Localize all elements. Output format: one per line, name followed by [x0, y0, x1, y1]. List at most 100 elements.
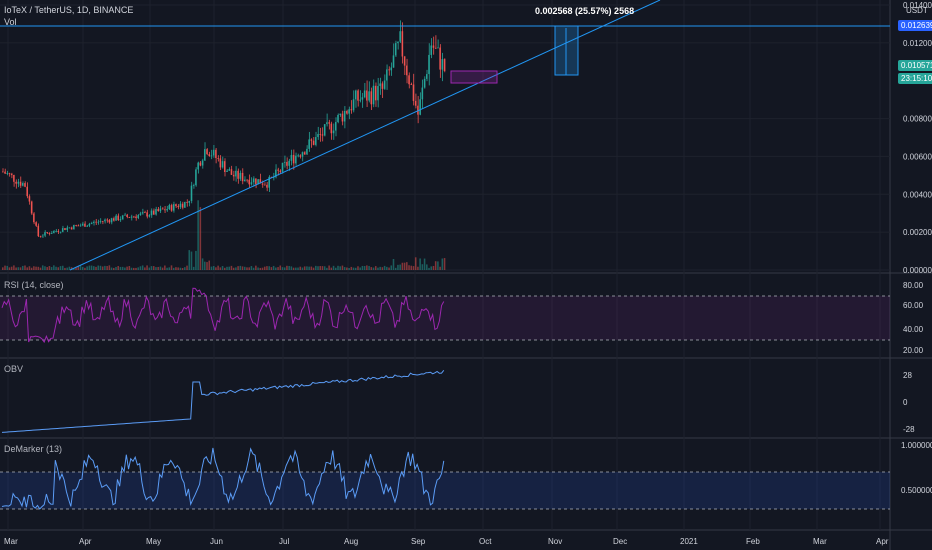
volume-bar	[121, 266, 124, 270]
candle-body	[423, 78, 426, 88]
candle-body	[126, 214, 128, 218]
pane-labels: RSI (14, close) OBV DeMarker (13)	[4, 280, 64, 454]
volume-bar	[44, 266, 46, 270]
candle-body	[306, 148, 308, 155]
volume-bar	[250, 266, 253, 270]
volume-bar	[172, 267, 175, 270]
time-axis[interactable]: Mar Apr May Jun Jul Aug Sep Oct Nov Dec 2021 Feb Mar…	[4, 537, 889, 546]
obv-line	[1, 369, 445, 433]
volume-bar	[406, 262, 408, 270]
candle-body	[48, 233, 51, 234]
time-label: Feb	[746, 537, 760, 546]
candle-body	[286, 161, 288, 166]
volume-bar	[228, 266, 230, 270]
time-label: Oct	[479, 537, 492, 546]
volume-bar	[17, 267, 20, 270]
volume-bar	[66, 267, 68, 270]
volume-bar	[37, 266, 40, 270]
demarker-line	[1, 447, 445, 510]
candle-body	[410, 84, 413, 86]
currency-label: USDT	[906, 6, 928, 15]
candle-body	[417, 105, 419, 115]
volume-bar	[268, 266, 270, 270]
obv-tick: -28	[903, 425, 915, 434]
candle-body	[397, 41, 399, 44]
volume-bar	[199, 207, 202, 270]
volume-bar	[124, 267, 126, 270]
candle-body	[101, 221, 104, 222]
volume-bar	[59, 266, 62, 270]
volume-bar	[13, 265, 15, 270]
volume-bar	[215, 267, 217, 270]
candle-body	[175, 204, 177, 207]
candle-body	[295, 155, 297, 164]
volume-bar	[381, 267, 384, 270]
volume-bar	[53, 265, 55, 270]
candle-body	[383, 80, 386, 89]
candle-body	[24, 183, 26, 187]
volume-bar	[272, 265, 275, 270]
volume-bar	[401, 262, 404, 270]
candle-body	[212, 149, 215, 156]
candle-body	[363, 90, 366, 98]
candle-body	[30, 201, 33, 214]
candle-body	[372, 85, 375, 105]
candle-body	[357, 90, 359, 101]
candle-body	[386, 69, 388, 81]
candle-body	[263, 184, 266, 186]
candle-body	[421, 87, 424, 100]
volume-bar	[377, 267, 379, 270]
candle-body	[8, 173, 11, 175]
rsi-tick: 40.00	[903, 325, 924, 334]
volume-bar	[135, 267, 137, 270]
candle-body	[430, 45, 433, 55]
volume-bars	[2, 200, 446, 270]
volume-bar	[363, 266, 366, 270]
volume-bar	[201, 258, 204, 270]
candle-body	[44, 232, 46, 236]
hline-price-badge: 0.012639	[898, 20, 932, 31]
candle-body	[26, 186, 28, 197]
volume-bar	[341, 265, 344, 270]
candle-body	[57, 231, 60, 232]
volume-bar	[224, 267, 226, 270]
volume-bar	[315, 265, 317, 270]
candle-body	[73, 225, 75, 230]
volume-bar	[414, 257, 417, 270]
candle-body	[381, 83, 384, 89]
volume-bar	[35, 266, 37, 270]
candle-body	[117, 215, 119, 221]
candle-body	[215, 149, 217, 159]
time-label: Mar	[813, 537, 827, 546]
volume-bar	[79, 265, 82, 270]
rsi-tick: 60.00	[903, 301, 924, 310]
volume-bar	[61, 265, 64, 270]
volume-bar	[343, 267, 346, 270]
candle-body	[341, 113, 344, 122]
volume-bar	[110, 267, 113, 270]
volume-bar	[426, 264, 428, 270]
volume-bar	[352, 267, 355, 270]
candle-body	[172, 204, 175, 211]
candle-body	[88, 223, 91, 226]
volume-bar	[104, 265, 106, 270]
candle-body	[359, 99, 361, 101]
candle-body	[281, 162, 284, 172]
candle-body	[201, 160, 204, 166]
volume-bar	[410, 265, 413, 270]
symbol-title[interactable]: IoTeX / TetherUS, 1D, BINANCE	[4, 5, 134, 15]
volume-bar	[317, 266, 319, 270]
drawings[interactable]	[0, 0, 890, 271]
candle-body	[317, 134, 319, 138]
candle-body	[41, 235, 44, 237]
candle-body	[326, 122, 328, 125]
volume-bar	[101, 266, 104, 270]
volume-bar	[113, 267, 115, 270]
volume-bar	[6, 265, 8, 270]
volume-bar	[184, 267, 186, 270]
volume-bar	[168, 267, 171, 270]
